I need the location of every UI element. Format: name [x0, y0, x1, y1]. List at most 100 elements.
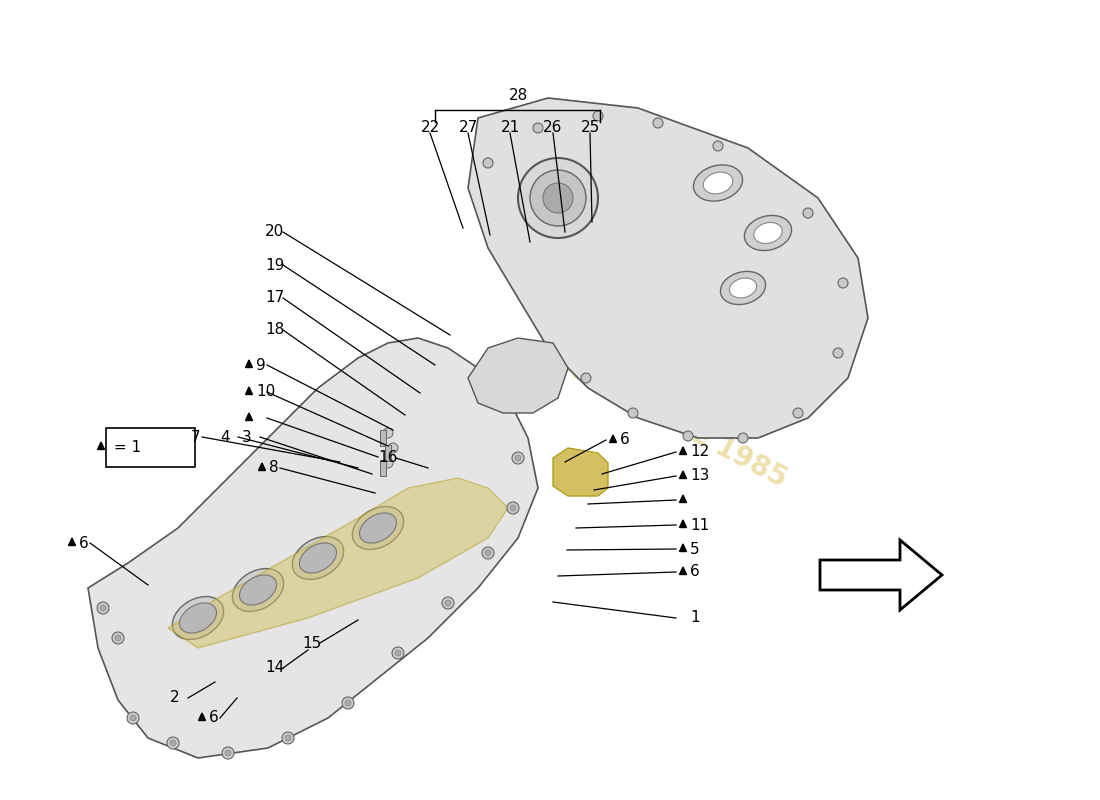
Circle shape [97, 602, 109, 614]
Circle shape [388, 443, 398, 453]
Text: 13: 13 [690, 469, 710, 483]
Text: 6: 6 [79, 535, 89, 550]
Ellipse shape [179, 603, 217, 633]
Text: 14: 14 [265, 661, 284, 675]
Text: 2: 2 [170, 690, 179, 706]
Circle shape [833, 348, 843, 358]
Text: 25: 25 [581, 121, 600, 135]
Polygon shape [553, 448, 608, 496]
Circle shape [282, 732, 294, 744]
Text: 11: 11 [690, 518, 710, 533]
Circle shape [392, 647, 404, 659]
Text: elitespares: elitespares [543, 286, 777, 434]
Circle shape [482, 547, 494, 559]
Text: 12: 12 [690, 445, 710, 459]
Ellipse shape [173, 597, 223, 639]
Text: 9: 9 [256, 358, 266, 373]
Text: 18: 18 [265, 322, 284, 338]
Circle shape [167, 737, 179, 749]
Bar [379, 460, 386, 476]
Text: 21: 21 [500, 121, 519, 135]
Circle shape [126, 712, 139, 724]
Circle shape [713, 141, 723, 151]
Circle shape [593, 111, 603, 121]
Polygon shape [98, 442, 104, 450]
Circle shape [342, 697, 354, 709]
Ellipse shape [240, 575, 276, 605]
Text: 16: 16 [378, 450, 397, 466]
Circle shape [285, 735, 292, 741]
Circle shape [226, 750, 231, 756]
Polygon shape [468, 338, 568, 413]
Polygon shape [680, 544, 686, 551]
Bar [385, 445, 390, 461]
Text: 19: 19 [265, 258, 285, 273]
Circle shape [395, 650, 402, 656]
Circle shape [534, 123, 543, 133]
Text: 4: 4 [220, 430, 230, 445]
Polygon shape [68, 538, 76, 546]
Ellipse shape [693, 165, 742, 201]
Circle shape [530, 170, 586, 226]
Circle shape [543, 183, 573, 213]
Polygon shape [180, 432, 187, 439]
Text: 6: 6 [209, 710, 219, 726]
Circle shape [112, 632, 124, 644]
Polygon shape [680, 447, 686, 454]
FancyBboxPatch shape [106, 428, 195, 467]
Ellipse shape [232, 569, 284, 611]
Polygon shape [609, 435, 616, 442]
Text: 10: 10 [256, 385, 275, 399]
Text: = 1: = 1 [109, 439, 141, 454]
Ellipse shape [293, 537, 343, 579]
Circle shape [442, 597, 454, 609]
Polygon shape [88, 338, 538, 758]
Polygon shape [680, 520, 686, 527]
Polygon shape [680, 495, 686, 502]
Text: 7: 7 [191, 430, 200, 445]
Text: 6: 6 [620, 433, 629, 447]
Circle shape [683, 431, 693, 441]
Polygon shape [198, 713, 206, 721]
Circle shape [510, 505, 516, 511]
Circle shape [628, 408, 638, 418]
Polygon shape [258, 463, 265, 470]
Circle shape [170, 740, 176, 746]
Ellipse shape [754, 222, 782, 243]
Polygon shape [245, 387, 253, 394]
Ellipse shape [360, 513, 396, 543]
Circle shape [345, 700, 351, 706]
Text: 8: 8 [270, 461, 278, 475]
Polygon shape [680, 471, 686, 478]
Circle shape [803, 208, 813, 218]
Circle shape [100, 605, 106, 611]
Text: 17: 17 [265, 290, 284, 306]
Bar [379, 430, 386, 446]
Polygon shape [168, 478, 508, 648]
Polygon shape [680, 567, 686, 574]
Ellipse shape [703, 172, 733, 194]
Circle shape [383, 428, 393, 438]
Circle shape [222, 747, 234, 759]
Circle shape [838, 278, 848, 288]
Ellipse shape [299, 543, 337, 573]
Text: 15: 15 [302, 635, 321, 650]
Circle shape [793, 408, 803, 418]
Circle shape [383, 458, 393, 468]
Circle shape [512, 452, 524, 464]
Circle shape [515, 455, 521, 461]
Text: 1: 1 [690, 610, 700, 626]
Circle shape [653, 118, 663, 128]
Polygon shape [468, 98, 868, 438]
Polygon shape [245, 413, 253, 421]
Circle shape [116, 635, 121, 641]
Text: 26: 26 [543, 121, 563, 135]
Polygon shape [820, 540, 942, 610]
Circle shape [507, 502, 519, 514]
Text: 5: 5 [690, 542, 700, 557]
Circle shape [518, 158, 598, 238]
Text: 20: 20 [265, 225, 284, 239]
Ellipse shape [745, 215, 792, 250]
Text: 22: 22 [420, 121, 440, 135]
Text: 28: 28 [508, 87, 528, 102]
